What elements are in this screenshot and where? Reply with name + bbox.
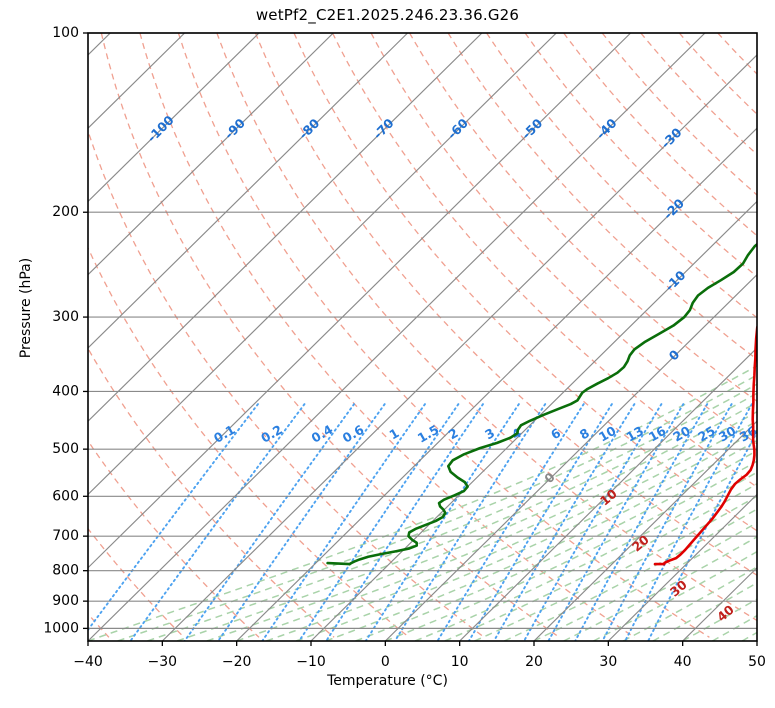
dry-adiabat [524, 33, 757, 278]
x-axis-ticks: −40 −30 −20 −10 0 10 20 30 40 50 [73, 641, 766, 670]
isotherm [88, 33, 632, 569]
moist-adiabat [295, 429, 757, 641]
mixing-ratio-line [393, 403, 547, 641]
isotherm [384, 273, 757, 641]
x-tick-label: 50 [748, 654, 766, 670]
mixing-ratio-lines [88, 403, 757, 641]
dry-adiabat [370, 33, 757, 445]
isotherm [88, 33, 409, 349]
mixing-ratio-line [129, 403, 306, 641]
mixing-ratio-line [601, 403, 733, 641]
x-tick-label: 10 [451, 654, 469, 670]
x-tick-label: −10 [296, 654, 326, 670]
y-tick-label: 300 [52, 309, 79, 325]
dry-adiabat [601, 33, 757, 196]
mixing-ratio-line [436, 403, 585, 641]
isotherm [88, 33, 483, 423]
mixing-ratio-line [523, 403, 663, 641]
moist-adiabat [563, 535, 757, 641]
x-axis-label: Temperature (°C) [327, 673, 448, 689]
plot-frame [87, 32, 758, 642]
isotherm [236, 127, 757, 641]
mixing-ratio-line [574, 403, 709, 641]
mixing-ratio-line [183, 403, 356, 641]
y-tick-label: 800 [52, 563, 79, 579]
moist-adiabat [682, 598, 757, 641]
y-axis-ticks: 100 200 300 400 500 600 700 800 900 1000 [43, 25, 88, 636]
mixing-ratio-line [217, 403, 386, 641]
page-title: wetPf2_C2E1.2025.246.23.36.G26 [255, 6, 520, 24]
x-tick-label: 20 [525, 654, 543, 670]
dry-adiabat [755, 33, 757, 35]
mixing-ratio-line [547, 403, 685, 641]
moist-adiabat [206, 401, 757, 641]
dry-adiabat [678, 33, 757, 116]
isotherm [88, 33, 334, 276]
x-tick-label: −20 [222, 654, 252, 670]
y-tick-label: 900 [52, 593, 79, 609]
isotherm [161, 54, 757, 641]
moist-adiabat [176, 392, 757, 641]
moist-adiabat [325, 439, 757, 641]
y-tick-label: 700 [52, 528, 79, 544]
moist-adiabat [266, 420, 757, 641]
mixing-ratio-line [364, 403, 520, 641]
x-tick-label: −30 [148, 654, 178, 670]
mixing-ratio-line [325, 403, 484, 641]
isotherm [533, 420, 757, 641]
dry-adiabat [409, 33, 757, 403]
plot-background [88, 33, 757, 641]
dry-adiabat [139, 33, 635, 638]
isotherm [88, 33, 557, 496]
x-tick-label: 30 [599, 654, 617, 670]
dewpoint-base-hook [326, 561, 351, 566]
dry-adiabat [331, 33, 757, 488]
y-tick-label: 400 [52, 383, 79, 399]
dewpoint-profile [348, 242, 757, 566]
mixing-ratio-line [492, 403, 636, 641]
y-tick-label: 1000 [43, 620, 79, 636]
x-tick-label: 40 [674, 654, 692, 670]
mixing-ratio-line [261, 403, 426, 641]
y-tick-label: 600 [52, 488, 79, 504]
isotherm [756, 640, 757, 641]
moist-adiabat [385, 460, 757, 641]
isotherm [459, 347, 757, 641]
y-tick-label: 500 [52, 441, 79, 457]
mixing-ratio-line [467, 403, 613, 641]
x-tick-label: 0 [381, 654, 390, 670]
isotherm-lines [88, 33, 757, 641]
dry-adiabat [88, 129, 485, 638]
isotherm [88, 33, 260, 203]
y-tick-label: 200 [52, 204, 79, 220]
moist-adiabat [414, 471, 757, 641]
x-tick-label: −40 [73, 654, 103, 670]
mixing-ratio-line [88, 403, 259, 632]
temperature-profile [662, 324, 757, 566]
dry-adiabat [447, 33, 757, 361]
moist-adiabat [236, 410, 757, 641]
y-axis-label: Pressure (hPa) [18, 257, 34, 359]
isotherm [88, 33, 706, 641]
moist-adiabat [503, 508, 757, 641]
moist-adiabat [533, 521, 757, 641]
moist-adiabat [652, 582, 757, 641]
moist-adiabat [444, 482, 757, 641]
data-series [326, 242, 757, 566]
moist-adiabat [355, 449, 757, 641]
y-tick-label: 100 [52, 25, 79, 41]
isotherm [607, 493, 757, 641]
moist-adiabat [474, 495, 757, 641]
